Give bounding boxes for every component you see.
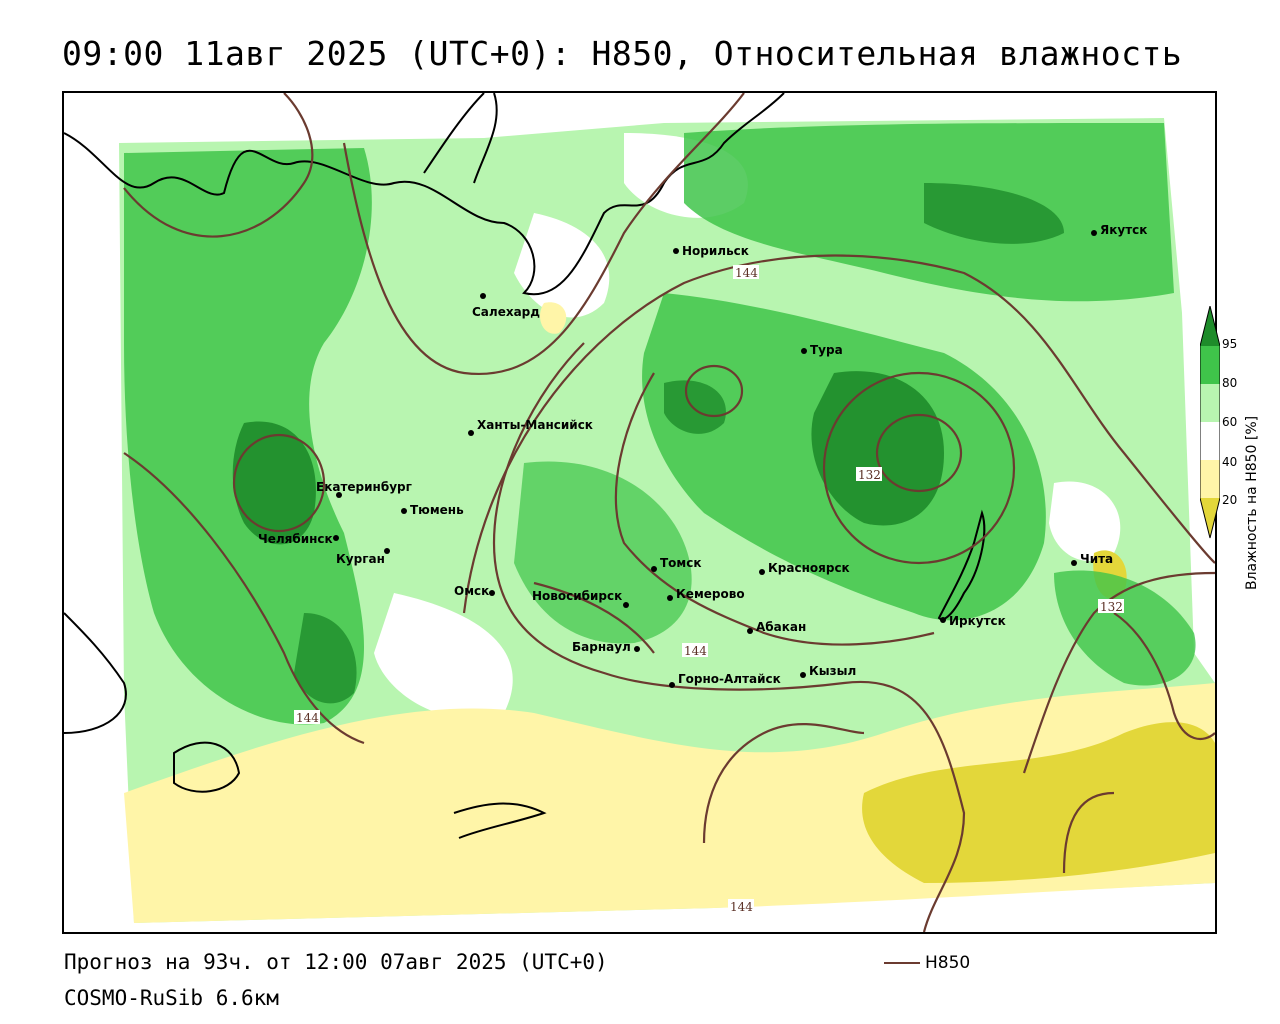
humidity-40-60-zone bbox=[1049, 481, 1121, 562]
forecast-map[interactable]: 144 132 144 132 144 144 Якутск Норильск … bbox=[62, 91, 1217, 934]
humidity-40-60-zone bbox=[514, 213, 610, 318]
city-label: Абакан bbox=[756, 620, 806, 634]
city-label: Салехард bbox=[472, 305, 540, 319]
colorbar-swatch-20-40 bbox=[1200, 460, 1220, 498]
colorbar-swatch-60-80 bbox=[1200, 384, 1220, 422]
city-label: Горно-Алтайск bbox=[678, 672, 781, 686]
map-title: 09:00 11авг 2025 (UTC+0): H850, Относите… bbox=[62, 34, 1183, 73]
isoline-labels: 144 132 144 132 144 144 bbox=[294, 265, 1124, 914]
contour-legend-label: H850 bbox=[925, 953, 971, 973]
isoline-label: 132 bbox=[858, 468, 881, 482]
forecast-info: Прогноз на 93ч. от 12:00 07авг 2025 (UTC… bbox=[64, 950, 608, 974]
city-label: Екатеринбург bbox=[316, 480, 412, 494]
city-label: Тура bbox=[810, 343, 843, 357]
colorbar-tick: 80 bbox=[1222, 376, 1238, 390]
city-label: Чита bbox=[1080, 552, 1113, 566]
map-canvas: 144 132 144 132 144 144 Якутск Норильск … bbox=[64, 93, 1215, 932]
city-label: Томск bbox=[660, 556, 702, 570]
city-label: Челябинск bbox=[258, 532, 333, 546]
humidity-below-20-zone bbox=[539, 302, 567, 334]
city-label: Кемерово bbox=[676, 587, 745, 601]
city-label: Якутск bbox=[1100, 223, 1147, 237]
city-label: Ханты-Мансийск bbox=[477, 418, 593, 432]
isoline-label: 144 bbox=[730, 900, 753, 914]
baikal-lake-coastline bbox=[937, 509, 986, 621]
humidity-60-80-zone bbox=[514, 461, 692, 644]
novaya-zemlya-coastline bbox=[423, 93, 498, 184]
city-label: Новосибирск bbox=[532, 589, 622, 603]
cities: Якутск Норильск Салехард Тура Ханты-Манс… bbox=[258, 223, 1147, 688]
city-label: Тюмень bbox=[410, 503, 464, 517]
colorbar-tick: 40 bbox=[1222, 455, 1238, 469]
colorbar-swatch-above-95 bbox=[1200, 306, 1220, 346]
colorbar-swatch-below-20 bbox=[1200, 498, 1220, 538]
humidity-60-80-zone bbox=[1054, 570, 1196, 686]
city-label: Норильск bbox=[682, 244, 749, 258]
aral-sea-coastline bbox=[173, 741, 241, 793]
colorbar-swatch-40-60 bbox=[1200, 422, 1220, 460]
city-label: Барнаул bbox=[572, 640, 631, 654]
humidity-above-80-zone bbox=[232, 421, 316, 545]
humidity-below-20-zone bbox=[862, 722, 1215, 883]
model-name: COSMO-RuSib 6.6км bbox=[64, 986, 279, 1010]
city-label: Иркутск bbox=[949, 614, 1006, 628]
colorbar-title: Влажность на H850 [%] bbox=[1244, 415, 1260, 590]
balkhash-lake-coastline bbox=[453, 802, 547, 839]
isoline-label: 144 bbox=[296, 711, 319, 725]
city-label: Курган bbox=[336, 552, 385, 566]
city-label: Омск bbox=[454, 584, 489, 598]
humidity-above-80-zone bbox=[294, 613, 357, 704]
humidity-colorbar bbox=[1200, 306, 1220, 539]
city-label: Красноярск bbox=[768, 561, 850, 575]
colorbar-swatch-80-95 bbox=[1200, 346, 1220, 384]
city-label: Кызыл bbox=[809, 664, 856, 678]
isoline-label: 144 bbox=[684, 644, 707, 658]
humidity-40-60-zone bbox=[374, 593, 513, 719]
isoline-label: 144 bbox=[735, 266, 758, 280]
h850-isolines bbox=[123, 93, 1215, 932]
isoline-label: 132 bbox=[1100, 600, 1123, 614]
colorbar-tick: 95 bbox=[1222, 337, 1238, 351]
colorbar-tick: 20 bbox=[1222, 493, 1238, 507]
humidity-above-80-zone bbox=[924, 183, 1064, 244]
contour-legend-swatch bbox=[884, 962, 920, 964]
caspian-sea-coastline bbox=[64, 612, 127, 734]
colorbar-tick: 60 bbox=[1222, 415, 1238, 429]
humidity-above-80-zone bbox=[664, 380, 726, 434]
